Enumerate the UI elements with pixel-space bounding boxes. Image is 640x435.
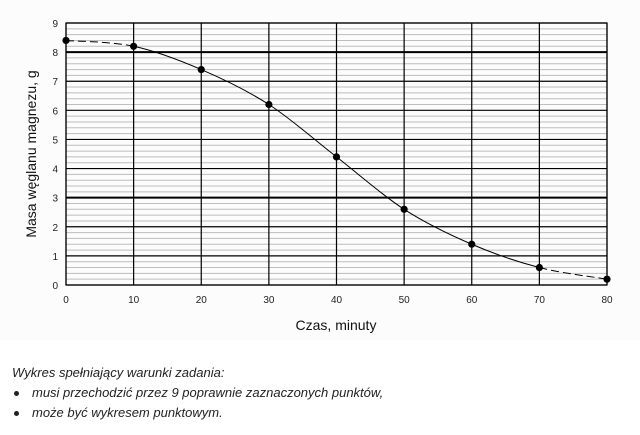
curve-segment [201,69,270,105]
x-tick-label: 20 [196,295,208,306]
y-tick-label: 8 [52,48,58,59]
curve-segment [336,156,405,210]
data-point [400,205,408,213]
data-point [265,100,273,109]
curve-segment [65,39,134,47]
curve-segment [471,243,540,269]
caption-item-text: może być wykresem punktowym. [32,405,223,420]
caption-item: może być wykresem punktowym. [12,403,383,423]
chart: 0 10 20 30 40 50 60 70 80 0 1 2 3 4 5 6 7 8 9 Czas, minut… [23,19,613,333]
bullet-icon [14,411,19,416]
curve-segment [268,104,337,158]
data-point [197,65,205,74]
data-point [62,36,70,45]
y-tick-label: 1 [52,252,58,263]
y-tick-label: 6 [52,106,58,117]
y-tick-label: 5 [52,135,58,146]
y-tick-labels: 0 1 2 3 4 5 6 7 8 9 [52,19,58,292]
data-point [130,42,138,50]
curve-segment [133,45,202,71]
data-point [603,275,611,283]
curve-segment [403,208,472,245]
y-tick-label: 9 [52,19,58,30]
curve-segment [539,267,608,280]
caption-intro: Wykres spełniający warunki zadania: [12,365,225,380]
x-tick-label: 50 [399,295,411,306]
curve-layer [65,39,608,280]
x-tick-label: 70 [534,295,546,306]
grid [65,22,608,286]
caption: Wykres spełniający warunki zadania: musi… [12,363,383,423]
x-tick-label: 40 [331,295,343,306]
y-axis-label: Masa węglanu magnezu, g [23,70,39,237]
caption-item-text: musi przechodzić przez 9 poprawnie zazna… [32,385,384,400]
data-point [332,153,341,161]
bullet-icon [14,391,19,396]
x-tick-label: 0 [63,295,69,306]
caption-item: musi przechodzić przez 9 poprawnie zazna… [12,383,383,403]
y-tick-label: 3 [52,194,58,205]
y-tick-label: 2 [52,223,58,234]
y-tick-label: 0 [52,281,58,292]
data-points [62,36,611,283]
x-axis-label: Czas, minuty [296,317,377,333]
data-point [535,263,543,272]
data-point [468,240,476,248]
y-tick-label: 4 [52,165,58,176]
x-tick-label: 60 [466,295,478,306]
x-tick-label: 80 [601,295,613,306]
caption-list: musi przechodzić przez 9 poprawnie zazna… [12,383,383,423]
x-tick-label: 10 [128,295,140,306]
plot-frame [65,22,608,286]
x-tick-label: 30 [263,295,275,306]
y-tick-label: 7 [52,77,58,88]
x-tick-labels: 0 10 20 30 40 50 60 70 80 [63,295,613,306]
chart-area: 0 10 20 30 40 50 60 70 80 0 1 2 3 4 5 6 7 8 9 Czas, minut… [23,19,613,333]
